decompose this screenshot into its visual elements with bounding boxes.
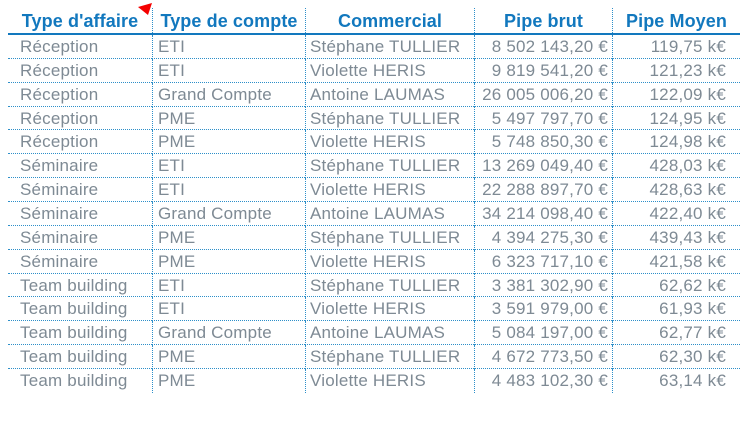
cell-commercial[interactable]: Stéphane TULLIER xyxy=(305,35,474,59)
cell-pipe_brut[interactable]: 4 483 102,30 € xyxy=(474,369,612,393)
table-row: Team building Grand Compte Antoine LAUMAS 5… xyxy=(8,321,740,346)
cell-pipe_moyen[interactable]: 119,75 k€ xyxy=(612,35,740,59)
cell-type_compte[interactable]: PME xyxy=(152,130,305,155)
cell-type_affaire[interactable]: Séminaire xyxy=(8,250,152,274)
cell-type_compte[interactable]: Grand Compte xyxy=(152,321,305,346)
cell-type_affaire[interactable]: Séminaire xyxy=(8,202,152,226)
table-row: Séminaire ETI Violette HERIS 22 288 897,70 … xyxy=(8,178,740,203)
cell-type_affaire[interactable]: Séminaire xyxy=(8,226,152,250)
cell-pipe_moyen[interactable]: 428,03 k€ xyxy=(612,154,740,179)
cell-pipe_brut[interactable]: 3 591 979,00 € xyxy=(474,297,612,322)
cell-type_compte[interactable]: ETI xyxy=(152,58,305,83)
table-row: Team building PME Stéphane TULLIER 4 672 77… xyxy=(8,345,740,370)
cell-type_affaire[interactable]: Réception xyxy=(8,130,152,155)
cell-pipe_brut[interactable]: 9 819 541,20 € xyxy=(474,58,612,83)
table-row: Team building PME Violette HERIS 4 483 102,… xyxy=(8,369,740,393)
column-header-pipe-brut[interactable]: Pipe brut xyxy=(474,8,612,33)
cell-type_affaire[interactable]: Réception xyxy=(8,107,152,131)
cell-pipe_brut[interactable]: 5 497 797,70 € xyxy=(474,106,612,131)
cell-pipe_moyen[interactable]: 428,63 k€ xyxy=(612,178,740,203)
cell-pipe_moyen[interactable]: 61,93 k€ xyxy=(612,297,740,322)
cell-pipe_moyen[interactable]: 121,23 k€ xyxy=(612,58,740,83)
cell-type_affaire[interactable]: Team building xyxy=(8,297,152,322)
cell-type_compte[interactable]: ETI xyxy=(152,178,305,203)
cell-type_compte[interactable]: PME xyxy=(152,225,305,250)
table-row: Séminaire PME Violette HERIS 6 323 717,10 €… xyxy=(8,249,740,274)
cell-type_affaire[interactable]: Séminaire xyxy=(8,154,152,179)
cell-commercial[interactable]: Stéphane TULLIER xyxy=(305,154,474,179)
column-header-pipe-moyen[interactable]: Pipe Moyen xyxy=(612,8,740,33)
cell-commercial[interactable]: Antoine LAUMAS xyxy=(305,202,474,226)
cell-pipe_moyen[interactable]: 62,77 k€ xyxy=(612,321,740,346)
table-row: Réception PME Violette HERIS 5 748 850,30 €… xyxy=(8,130,740,155)
cell-type_affaire[interactable]: Séminaire xyxy=(8,178,152,203)
cell-type_affaire[interactable]: Réception xyxy=(8,59,152,83)
cell-commercial[interactable]: Violette HERIS xyxy=(305,58,474,83)
cell-type_compte[interactable]: PME xyxy=(152,106,305,131)
table-row: Team building ETI Violette HERIS 3 591 979,… xyxy=(8,297,740,322)
cell-type_compte[interactable]: ETI xyxy=(152,273,305,298)
cell-type_compte[interactable]: PME xyxy=(152,249,305,274)
cell-commercial[interactable]: Stéphane TULLIER xyxy=(305,106,474,131)
table-row: Réception Grand Compte Antoine LAUMAS 26 00… xyxy=(8,82,740,107)
cell-type_affaire[interactable]: Team building xyxy=(8,321,152,346)
cell-commercial[interactable]: Violette HERIS xyxy=(305,130,474,155)
cell-type_affaire[interactable]: Team building xyxy=(8,345,152,370)
cell-pipe_brut[interactable]: 4 394 275,30 € xyxy=(474,225,612,250)
cell-pipe_brut[interactable]: 34 214 098,40 € xyxy=(474,202,612,226)
cell-type_compte[interactable]: ETI xyxy=(152,35,305,59)
cell-pipe_moyen[interactable]: 62,62 k€ xyxy=(612,273,740,298)
cell-type_compte[interactable]: PME xyxy=(152,345,305,370)
table-header: Type d'affaire Type de compte Commercial… xyxy=(8,8,740,35)
cell-pipe_brut[interactable]: 4 672 773,50 € xyxy=(474,345,612,370)
cell-type_compte[interactable]: Grand Compte xyxy=(152,202,305,226)
cell-commercial[interactable]: Stéphane TULLIER xyxy=(305,273,474,298)
cell-type_compte[interactable]: Grand Compte xyxy=(152,82,305,107)
cell-pipe_moyen[interactable]: 62,30 k€ xyxy=(612,345,740,370)
cell-pipe_moyen[interactable]: 124,98 k€ xyxy=(612,130,740,155)
cell-commercial[interactable]: Stéphane TULLIER xyxy=(305,345,474,370)
cell-type_affaire[interactable]: Team building xyxy=(8,274,152,298)
table-body: Réception ETI Stéphane TULLIER 8 502 143,20… xyxy=(8,35,740,393)
cell-pipe_brut[interactable]: 22 288 897,70 € xyxy=(474,178,612,203)
cell-type_compte[interactable]: ETI xyxy=(152,297,305,322)
table-row: Séminaire Grand Compte Antoine LAUMAS 34 21… xyxy=(8,202,740,226)
pivot-table: Type d'affaire Type de compte Commercial… xyxy=(8,3,740,393)
cell-type_compte[interactable]: ETI xyxy=(152,154,305,179)
cell-pipe_brut[interactable]: 5 748 850,30 € xyxy=(474,130,612,155)
cell-pipe_brut[interactable]: 6 323 717,10 € xyxy=(474,249,612,274)
table-row: Séminaire ETI Stéphane TULLIER 13 269 049,4… xyxy=(8,154,740,179)
cell-commercial[interactable]: Antoine LAUMAS xyxy=(305,82,474,107)
cell-pipe_brut[interactable]: 26 005 006,20 € xyxy=(474,82,612,107)
column-header-type-affaire[interactable]: Type d'affaire xyxy=(21,11,139,31)
table-row: Team building ETI Stéphane TULLIER 3 381 30… xyxy=(8,273,740,298)
red-corner-flag-icon[interactable] xyxy=(138,3,153,16)
cell-type_affaire[interactable]: Team building xyxy=(20,371,128,391)
cell-pipe_brut[interactable]: 13 269 049,40 € xyxy=(474,154,612,179)
table-row: Réception ETI Violette HERIS 9 819 541,20 €… xyxy=(8,58,740,83)
cell-commercial[interactable]: Violette HERIS xyxy=(305,249,474,274)
cell-type_affaire[interactable]: Réception xyxy=(8,35,152,59)
cell-type_affaire[interactable]: Réception xyxy=(8,83,152,107)
cell-commercial[interactable]: Stéphane TULLIER xyxy=(305,225,474,250)
column-header-commercial[interactable]: Commercial xyxy=(305,8,474,33)
table-row: Réception PME Stéphane TULLIER 5 497 797,70… xyxy=(8,106,740,131)
cell-type_compte[interactable]: PME xyxy=(152,369,305,393)
cell-pipe_moyen[interactable]: 439,43 k€ xyxy=(612,225,740,250)
column-header-type-compte[interactable]: Type de compte xyxy=(152,8,305,33)
table-row: Séminaire PME Stéphane TULLIER 4 394 275,30… xyxy=(8,225,740,250)
cell-pipe_moyen[interactable]: 421,58 k€ xyxy=(612,249,740,274)
cell-pipe_moyen[interactable]: 422,40 k€ xyxy=(612,202,740,226)
cell-commercial[interactable]: Antoine LAUMAS xyxy=(305,321,474,346)
cell-pipe_moyen[interactable]: 122,09 k€ xyxy=(612,82,740,107)
table-row: Réception ETI Stéphane TULLIER 8 502 143,20… xyxy=(8,35,740,59)
cell-commercial[interactable]: Violette HERIS xyxy=(305,178,474,203)
cell-pipe_brut[interactable]: 8 502 143,20 € xyxy=(474,35,612,59)
cell-pipe_moyen[interactable]: 63,14 k€ xyxy=(612,369,740,393)
cell-pipe_brut[interactable]: 5 084 197,00 € xyxy=(474,321,612,346)
cell-commercial[interactable]: Violette HERIS xyxy=(305,297,474,322)
cell-commercial[interactable]: Violette HERIS xyxy=(305,369,474,393)
cell-pipe_moyen[interactable]: 124,95 k€ xyxy=(612,106,740,131)
cell-pipe_brut[interactable]: 3 381 302,90 € xyxy=(474,273,612,298)
